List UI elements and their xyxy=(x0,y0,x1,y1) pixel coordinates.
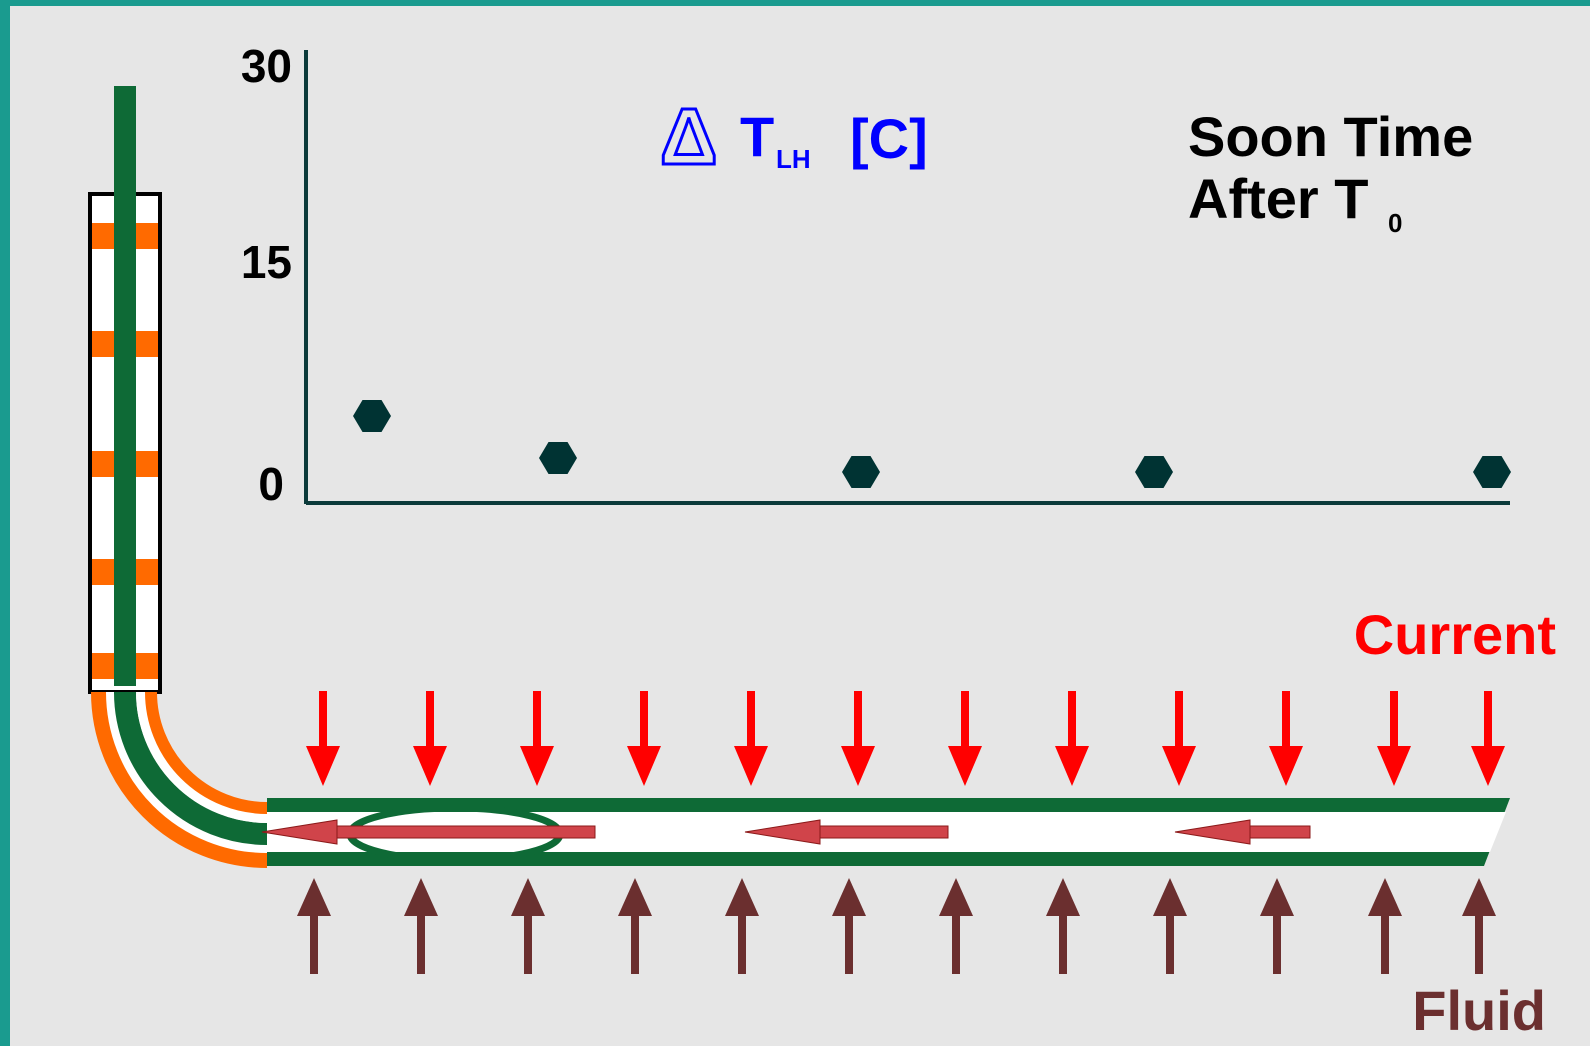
current-arrow xyxy=(1377,691,1411,786)
fluid-arrow xyxy=(404,878,438,974)
fluid-arrow xyxy=(1046,878,1080,974)
current-label: Current xyxy=(1354,603,1556,666)
data-marker xyxy=(842,456,880,488)
flow-arrow xyxy=(261,819,596,845)
y-tick-label-0: 0 xyxy=(258,458,284,510)
bend-inner-white xyxy=(136,691,268,823)
fluid-arrow xyxy=(618,878,652,974)
vertical-tubing xyxy=(114,86,136,686)
fluid-arrow xyxy=(1368,878,1402,974)
current-arrow xyxy=(1471,691,1505,786)
current-arrows xyxy=(306,691,1505,786)
current-arrow xyxy=(1162,691,1196,786)
current-arrow xyxy=(948,691,982,786)
data-marker xyxy=(353,400,391,432)
slide-canvas: 30 15 0 Δ T LH [C] Soon Time After T 0 C xyxy=(10,6,1590,1046)
current-arrow xyxy=(1269,691,1303,786)
well-bend xyxy=(91,691,268,868)
chart-area: 30 15 0 Δ T LH [C] Soon Time After T 0 xyxy=(241,40,1511,510)
y-tick-label-30: 30 xyxy=(241,40,292,92)
fluid-label: Fluid xyxy=(1412,979,1546,1042)
fluid-arrow xyxy=(297,878,331,974)
current-arrow xyxy=(734,691,768,786)
current-arrow xyxy=(1055,691,1089,786)
fluid-arrow xyxy=(939,878,973,974)
ylabel-subscript: LH xyxy=(776,144,811,174)
bend-inner-orange xyxy=(145,691,268,814)
fluid-arrow xyxy=(725,878,759,974)
bend-tubing-green xyxy=(114,691,268,845)
current-arrow xyxy=(306,691,340,786)
bend-outer-orange xyxy=(91,691,268,868)
chart-title: Soon Time xyxy=(1188,105,1473,168)
flow-arrow xyxy=(1174,819,1311,845)
chart-title-line2: After T xyxy=(1188,167,1368,230)
data-marker xyxy=(1135,456,1173,488)
data-markers xyxy=(353,400,1511,488)
fluid-arrows xyxy=(297,878,1496,974)
ylabel-text: T xyxy=(740,105,774,168)
data-marker xyxy=(539,442,577,474)
current-arrow xyxy=(413,691,447,786)
fluid-arrow xyxy=(1462,878,1496,974)
ylabel-delta-symbol: Δ xyxy=(660,92,718,181)
current-arrow xyxy=(520,691,554,786)
current-arrow xyxy=(627,691,661,786)
data-marker xyxy=(1473,456,1511,488)
horizontal-pipe xyxy=(261,798,1510,866)
bend-outer-white xyxy=(106,691,268,853)
y-tick-label-15: 15 xyxy=(241,236,292,288)
fluid-arrow xyxy=(832,878,866,974)
current-arrow xyxy=(841,691,875,786)
vertical-well-section xyxy=(88,86,162,694)
chart-title-subscript: 0 xyxy=(1388,208,1402,238)
well-diagram: 30 15 0 Δ T LH [C] Soon Time After T 0 C xyxy=(88,40,1556,1042)
fluid-arrow xyxy=(1153,878,1187,974)
fluid-arrow xyxy=(511,878,545,974)
fluid-arrow xyxy=(1260,878,1294,974)
ylabel-unit: [C] xyxy=(850,107,928,170)
flow-arrows xyxy=(261,819,1311,845)
flow-arrow xyxy=(744,819,949,845)
